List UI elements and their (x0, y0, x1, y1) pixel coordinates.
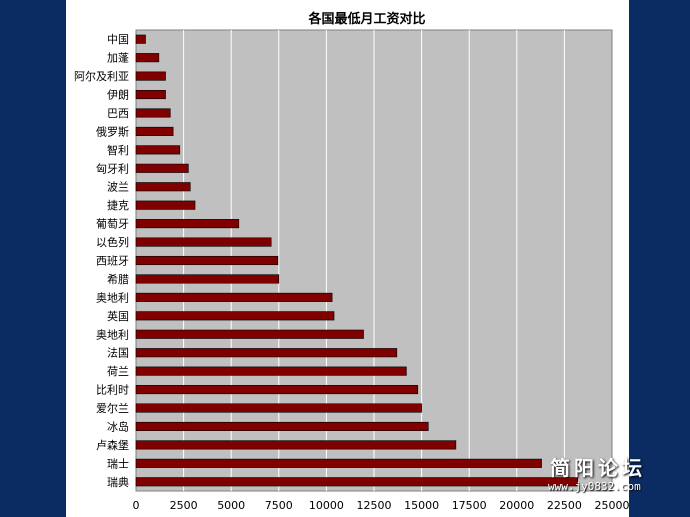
bar (135, 477, 579, 487)
bars (135, 34, 579, 487)
category-label: 匈牙利 (96, 161, 129, 175)
bar (135, 145, 181, 155)
bar (135, 34, 146, 44)
category-label: 卢森堡 (96, 438, 129, 452)
bar (135, 53, 160, 63)
x-tick-label: 15000 (404, 499, 439, 512)
bar (135, 366, 407, 376)
bar (135, 274, 280, 284)
category-label: 瑞典 (107, 475, 129, 489)
bar (135, 108, 171, 118)
x-tick-label: 0 (133, 499, 140, 512)
category-label: 冰岛 (107, 419, 129, 433)
category-label: 加蓬 (107, 52, 129, 65)
bar (135, 237, 272, 247)
bar (135, 200, 196, 210)
category-label: 智利 (107, 143, 129, 157)
category-label: 波兰 (107, 181, 129, 194)
bar (135, 292, 333, 302)
x-tick-label: 10000 (309, 499, 344, 512)
category-label: 英国 (107, 309, 129, 323)
x-tick-label: 25000 (595, 499, 630, 512)
chart-title: 各国最低月工资对比 (307, 11, 425, 27)
category-label: 奥地利 (96, 290, 129, 304)
category-label: 比利时 (96, 384, 129, 397)
x-tick-label: 12500 (357, 499, 392, 512)
bar (135, 421, 429, 432)
bar (135, 182, 191, 192)
watermark-url: www.jy0832.com (548, 480, 641, 493)
x-tick-label: 20000 (499, 499, 534, 512)
category-label: 俄罗斯 (96, 125, 129, 138)
category-label: 爱尔兰 (96, 402, 129, 415)
bar (135, 348, 398, 358)
x-tick-label: 5000 (217, 499, 245, 512)
category-label: 荷兰 (107, 365, 129, 378)
category-label: 捷克 (107, 198, 129, 212)
bar-chart: 各国最低月工资对比 中国加蓬阿尔及利亚伊朗巴西俄罗斯智利匈牙利波兰捷克葡萄牙以色… (74, 11, 630, 512)
bar (135, 385, 419, 395)
bar (135, 311, 335, 321)
bar (135, 71, 166, 81)
x-tick-label: 22500 (547, 499, 582, 512)
bar (135, 255, 279, 266)
bar (135, 403, 422, 413)
category-label: 西班牙 (96, 255, 129, 268)
bar (135, 329, 364, 339)
category-label: 瑞士 (107, 456, 129, 470)
category-label: 葡萄牙 (96, 218, 129, 231)
x-tick-label: 17500 (452, 499, 487, 512)
bar (135, 89, 166, 100)
category-label: 阿尔及利亚 (74, 70, 129, 83)
bar (135, 219, 240, 229)
bar (135, 163, 189, 173)
x-tick-labels: 0 2500 5000 7500 10000 12500 15000 17500 20000 22… (133, 499, 630, 512)
category-labels: 中国加蓬阿尔及利亚伊朗巴西俄罗斯智利匈牙利波兰捷克葡萄牙以色列西班牙希腊奥地利英… (74, 33, 129, 489)
category-label: 伊朗 (107, 89, 129, 102)
bar (135, 458, 542, 468)
category-label: 法国 (107, 346, 129, 360)
gridlines (183, 30, 565, 491)
x-tick-label: 7500 (265, 499, 293, 512)
x-tick-label: 2500 (170, 499, 198, 512)
category-label: 奥地利 (96, 327, 129, 341)
category-label: 以色列 (96, 235, 129, 249)
watermark-name: 简阳论坛 (550, 456, 646, 480)
bar (135, 126, 174, 136)
bar (135, 440, 457, 450)
category-label: 中国 (107, 33, 129, 46)
chart-frame: 各国最低月工资对比 中国加蓬阿尔及利亚伊朗巴西俄罗斯智利匈牙利波兰捷克葡萄牙以色… (66, 0, 629, 517)
category-label: 巴西 (107, 107, 129, 120)
watermark: 简阳论坛 www.jy0832.com (548, 452, 688, 496)
category-label: 希腊 (107, 272, 129, 286)
